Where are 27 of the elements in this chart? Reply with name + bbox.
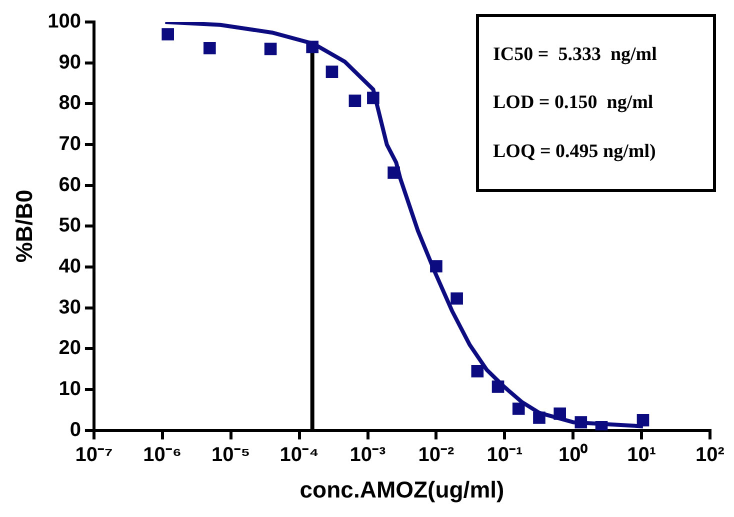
y-tick-label: 90 [58,51,81,74]
x-axis-title: conc.AMOZ(ug/ml) [300,476,504,503]
y-tick-label: 20 [58,337,81,360]
x-tick-label: 10⁻⁴ [280,444,319,466]
text-frame: IC50 = 5.333 ng/ml LOD = 0.150 ng/ml LOQ = 0.495 ng/ml) [476,14,716,192]
x-tick-label: 10⁻⁷ [75,444,113,466]
x-tick-label: 10⁰ [558,442,588,466]
x-tick-label: 10⁻³ [350,444,386,466]
y-tick-label: 40 [58,256,81,278]
y-tick-label: 70 [58,133,81,156]
y-tick-label: 0 [70,418,81,441]
annotation: IC50 = 5.333 ng/ml [493,44,658,66]
x-tick-label: 10¹ [627,444,656,466]
y-tick-label: 80 [58,92,81,114]
y-tick-label: 30 [58,296,81,318]
y-tick-label: 60 [58,174,81,196]
y-tick-label: 100 [48,10,81,33]
annotation: LOQ = 0.495 ng/ml) [493,140,657,162]
y-tick-label: 50 [58,214,81,237]
x-tick-label: 10⁻² [418,444,454,466]
y-axis-title: %B/B0 [11,190,38,263]
x-tick-label: 10⁻⁶ [143,444,182,466]
y-tick-label: 10 [58,378,81,400]
annotation: LOD = 0.150 ng/ml [493,92,654,114]
x-tick-label: 10⁻⁵ [212,444,250,466]
x-tick-label: 10² [696,444,725,466]
x-tick-label: 10⁻¹ [486,444,523,466]
